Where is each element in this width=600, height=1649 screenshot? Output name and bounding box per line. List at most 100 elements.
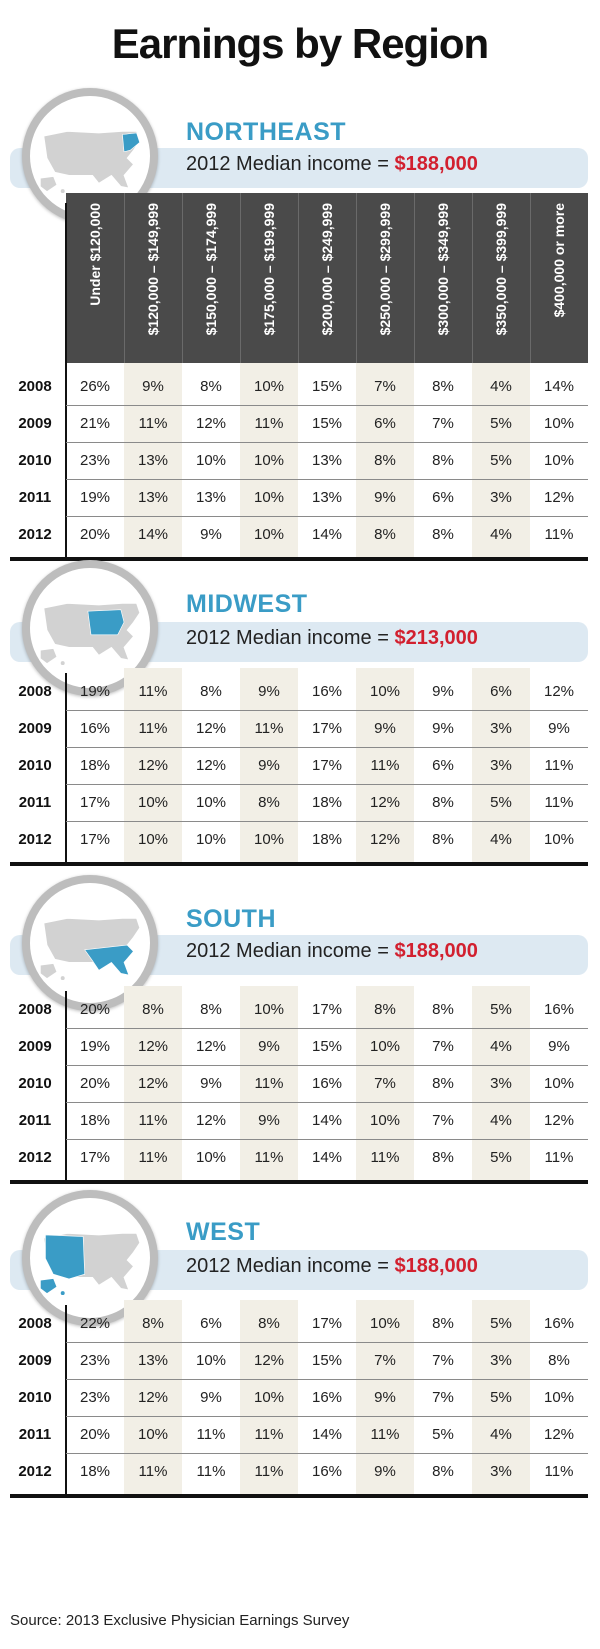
table-row: 2008 19% 11% 8% 9% 16% 10% 9% 6% 12%: [10, 673, 588, 710]
data-cell: 11%: [196, 1463, 226, 1480]
data-cell: 14%: [311, 526, 343, 543]
row-year: 2009: [18, 720, 52, 737]
data-cell: 8%: [432, 1075, 454, 1092]
data-cell: 10%: [543, 452, 575, 469]
data-cell: 3%: [490, 1352, 512, 1369]
data-cell: 8%: [432, 526, 454, 543]
midwest-highlight-states: [87, 609, 125, 636]
table-row: 2009 23% 13% 10% 12% 15% 7% 7% 3% 8%: [10, 1342, 588, 1379]
data-cell: 12%: [543, 489, 575, 506]
data-cell: 7%: [432, 1038, 454, 1055]
data-cell: 10%: [137, 794, 169, 811]
northeast-highlight-states: [122, 132, 141, 153]
data-cell: 16%: [543, 1001, 575, 1018]
data-cell: 4%: [490, 526, 512, 543]
table-row: 2010 20% 12% 9% 11% 16% 7% 8% 3% 10%: [10, 1065, 588, 1102]
row-divider: [66, 1065, 588, 1066]
data-cell: 8%: [200, 1001, 222, 1018]
column-header-label: Under $120,000: [87, 203, 103, 306]
column-band: [124, 986, 182, 1180]
data-cell: 22%: [79, 1315, 111, 1332]
data-cell: 11%: [544, 1463, 574, 1480]
data-cell: 10%: [137, 831, 169, 848]
data-cell: 3%: [490, 757, 512, 774]
data-cell: 14%: [543, 378, 575, 395]
source-note: Source: 2013 Exclusive Physician Earning…: [10, 1612, 350, 1629]
data-cell: 12%: [137, 1389, 169, 1406]
data-cell: 8%: [548, 1352, 570, 1369]
data-cell: 11%: [370, 1149, 400, 1166]
data-cell: 17%: [311, 1315, 343, 1332]
northeast-us-map-icon: [40, 130, 141, 194]
column-band: [472, 668, 530, 862]
data-cell: 11%: [254, 1075, 284, 1092]
hawaii-shape: [60, 189, 65, 194]
data-cell: 8%: [200, 683, 222, 700]
data-cell: 17%: [79, 1149, 111, 1166]
data-cell: 6%: [490, 683, 512, 700]
table-row: 2011 17% 10% 10% 8% 18% 12% 8% 5% 11%: [10, 784, 588, 821]
midwest-median-prefix: 2012 Median income =: [186, 627, 395, 649]
hawaii-shape: [60, 1291, 65, 1296]
data-cell: 11%: [138, 720, 168, 737]
data-cell: 17%: [311, 720, 343, 737]
data-cell: 16%: [543, 1315, 575, 1332]
data-cell: 11%: [254, 1463, 284, 1480]
data-cell: 12%: [195, 1038, 227, 1055]
data-cell: 10%: [195, 1149, 227, 1166]
data-cell: 12%: [195, 1112, 227, 1129]
data-cell: 12%: [543, 683, 575, 700]
row-divider: [66, 516, 588, 517]
data-cell: 12%: [369, 831, 401, 848]
data-cell: 12%: [543, 1112, 575, 1129]
data-cell: 7%: [432, 415, 454, 432]
header-separator: [530, 193, 531, 363]
data-cell: 10%: [253, 831, 285, 848]
row-year: 2012: [18, 831, 52, 848]
data-cell: 17%: [311, 757, 343, 774]
data-cell: 8%: [432, 1149, 454, 1166]
data-cell: 8%: [142, 1001, 164, 1018]
row-divider: [66, 1028, 588, 1029]
data-cell: 9%: [374, 1389, 396, 1406]
row-divider: [66, 1379, 588, 1380]
column-header: $250,000 – $299,999: [356, 193, 414, 363]
data-cell: 10%: [253, 378, 285, 395]
data-cell: 12%: [369, 794, 401, 811]
data-cell: 11%: [370, 1426, 400, 1443]
data-cell: 5%: [490, 1001, 512, 1018]
row-year: 2012: [18, 1149, 52, 1166]
midwest-median-value: $213,000: [394, 627, 478, 649]
data-cell: 26%: [79, 378, 111, 395]
northeast-median-prefix: 2012 Median income =: [186, 153, 395, 175]
data-cell: 10%: [369, 1038, 401, 1055]
alaska-shape: [40, 1278, 57, 1294]
data-cell: 8%: [432, 831, 454, 848]
south-table: 2008 20% 8% 8% 10% 17% 8% 8% 5% 16% 2009 19% 12% 12% 9…: [10, 986, 588, 1186]
table-row: 2008 20% 8% 8% 10% 17% 8% 8% 5% 16%: [10, 991, 588, 1028]
data-cell: 11%: [138, 415, 168, 432]
data-cell: 4%: [490, 1038, 512, 1055]
table-bottom-rule: [10, 1494, 588, 1498]
column-band: [124, 1300, 182, 1494]
row-year: 2012: [18, 1463, 52, 1480]
row-divider: [66, 1416, 588, 1417]
data-cell: 17%: [311, 1001, 343, 1018]
row-year: 2009: [18, 415, 52, 432]
data-cell: 8%: [432, 1315, 454, 1332]
data-cell: 6%: [374, 415, 396, 432]
south-highlight-states: [84, 944, 134, 976]
row-year: 2010: [18, 757, 52, 774]
data-cell: 10%: [195, 831, 227, 848]
south-us-map-icon: [40, 917, 141, 981]
data-cell: 10%: [253, 1001, 285, 1018]
table-row: 2011 20% 10% 11% 11% 14% 11% 5% 4% 12%: [10, 1416, 588, 1453]
data-cell: 3%: [490, 489, 512, 506]
column-band: [240, 363, 298, 557]
data-cell: 11%: [544, 757, 574, 774]
data-cell: 13%: [137, 452, 169, 469]
column-header-label: $175,000 – $199,999: [261, 203, 277, 336]
header-separator: [240, 193, 241, 363]
data-cell: 4%: [490, 1426, 512, 1443]
data-cell: 7%: [432, 1352, 454, 1369]
